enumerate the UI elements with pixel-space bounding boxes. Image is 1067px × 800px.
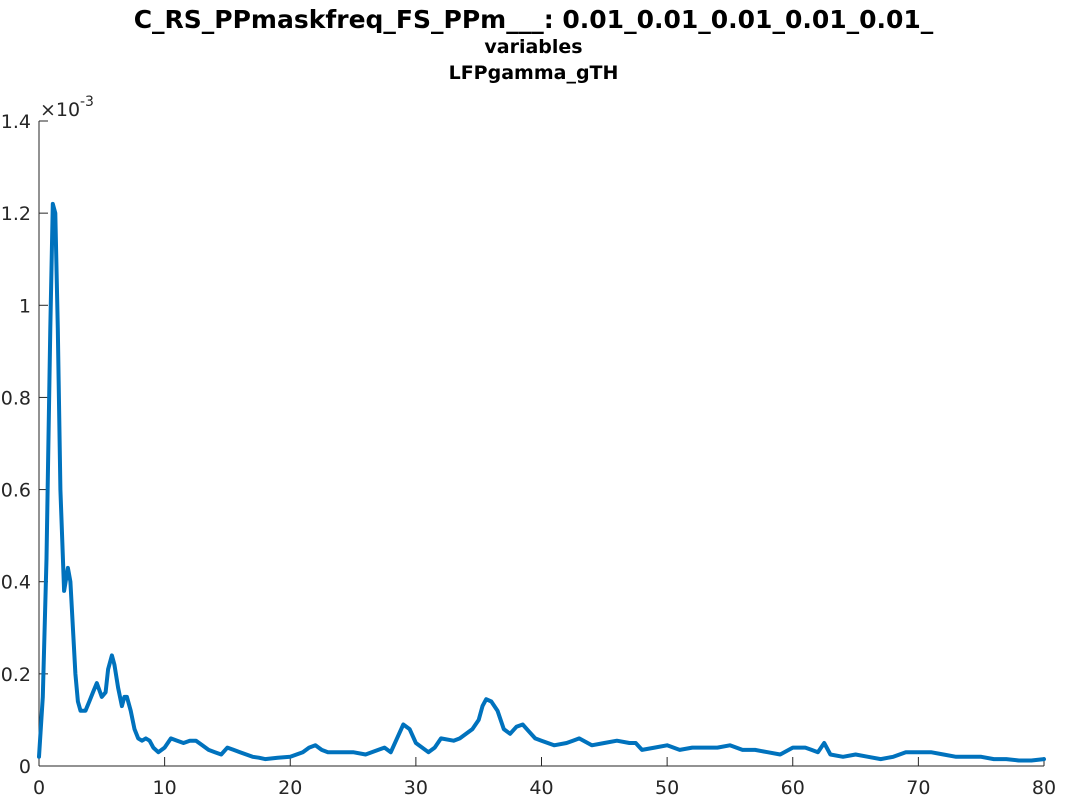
y-tick-label: 0.6 bbox=[1, 480, 31, 502]
y-exponent-base: ×10 bbox=[40, 99, 80, 121]
y-tick-label: 1.2 bbox=[1, 203, 31, 225]
x-tick-label: 30 bbox=[404, 777, 428, 799]
x-tick-label: 60 bbox=[781, 777, 805, 799]
x-tick-label: 10 bbox=[153, 777, 177, 799]
chart-title: C_RS_PPmaskfreq_FS_PPm___: 0.01_0.01_0.0… bbox=[133, 5, 934, 34]
y-tick-label: 0 bbox=[19, 756, 31, 778]
chart-subtitle-1: variables bbox=[484, 36, 583, 58]
x-tick-label: 80 bbox=[1032, 777, 1056, 799]
y-tick-label: 0.8 bbox=[1, 387, 31, 409]
x-tick-label: 20 bbox=[278, 777, 302, 799]
x-tick-label: 50 bbox=[655, 777, 679, 799]
y-axis-ticks: 0 0.2 0.4 0.6 0.8 1 1.2 1.4 bbox=[1, 111, 48, 778]
x-tick-label: 40 bbox=[529, 777, 553, 799]
y-tick-label: 1 bbox=[19, 295, 31, 317]
y-tick-label: 1.4 bbox=[1, 111, 31, 133]
series-line bbox=[37, 201, 1046, 763]
x-tick-label: 0 bbox=[33, 777, 45, 799]
y-exponent: ×10 -3 bbox=[40, 94, 94, 121]
y-tick-label: 0.4 bbox=[1, 572, 31, 594]
axes bbox=[38, 121, 1044, 767]
chart-subtitle-2: LFPgamma_gTH bbox=[448, 62, 619, 84]
y-exponent-power: -3 bbox=[80, 94, 94, 110]
series-group bbox=[37, 201, 1046, 763]
x-axis-ticks: 0 10 20 30 40 50 60 70 80 bbox=[33, 757, 1056, 799]
y-tick-label: 0.2 bbox=[1, 664, 31, 686]
x-tick-label: 70 bbox=[906, 777, 930, 799]
